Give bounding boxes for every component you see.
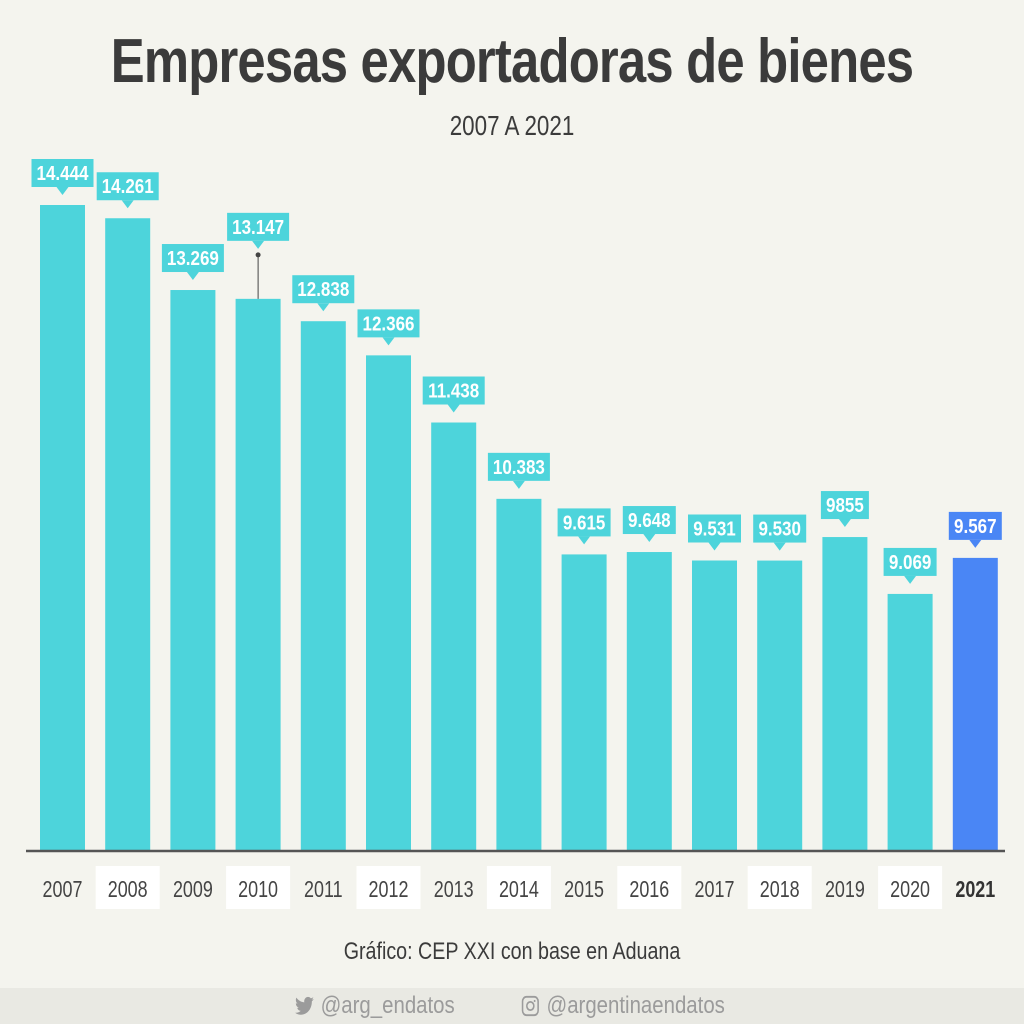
x-tick-2008: 2008 — [108, 877, 148, 903]
x-tick-2014: 2014 — [499, 877, 539, 903]
data-label-text: 12.838 — [297, 278, 349, 301]
x-tick-2015: 2015 — [564, 877, 604, 903]
data-label-text: 9.530 — [758, 517, 801, 540]
data-label-2012: 12.366 — [357, 309, 420, 346]
source-note: Gráfico: CEP XXI con base en Aduana — [343, 938, 681, 965]
bar-2017 — [692, 560, 737, 850]
chart-subtitle: 2007 A 2021 — [449, 110, 575, 141]
instagram-icon — [521, 995, 539, 1017]
data-label-text: 10.383 — [493, 456, 545, 479]
data-label-2020: 9.069 — [883, 547, 937, 584]
data-label-text: 9.648 — [628, 509, 671, 532]
data-label-2014: 10.383 — [487, 452, 550, 489]
data-label-2007: 14.444 — [31, 159, 94, 195]
data-label-2019: 9855 — [820, 491, 869, 528]
x-tick-2018: 2018 — [760, 877, 800, 903]
twitter-handle-text: @arg_endatos — [320, 992, 455, 1019]
social-footer: @arg_endatos @argentinaendatos — [0, 988, 1024, 1024]
data-label-text: 9855 — [826, 494, 864, 517]
data-label-text: 9.531 — [693, 517, 736, 540]
bar-2015 — [561, 554, 607, 850]
twitter-handle[interactable]: @arg_endatos — [295, 992, 455, 1020]
data-label-text: 11.438 — [428, 379, 479, 402]
tick-label-bg — [486, 866, 551, 909]
leader-dot — [255, 252, 261, 258]
tick-label-bg — [356, 866, 421, 909]
data-label-text: 9.069 — [889, 551, 932, 574]
tick-label-bg — [226, 866, 291, 909]
data-label-2018: 9.530 — [753, 514, 807, 551]
x-tick-2019: 2019 — [825, 877, 865, 903]
data-label-2016: 9.648 — [622, 506, 676, 543]
bar-2012 — [366, 355, 411, 850]
x-tick-2021: 2021 — [955, 877, 995, 903]
data-label-text: 13.147 — [232, 216, 284, 239]
tick-label-bg — [878, 866, 943, 909]
data-label-text: 12.366 — [363, 312, 415, 335]
data-label-2013: 11.438 — [422, 376, 485, 413]
bar-2019 — [822, 537, 868, 850]
data-label-2011: 12.838 — [292, 275, 355, 312]
data-label-2009: 13.269 — [161, 244, 224, 281]
data-label-text: 14.444 — [37, 162, 90, 185]
twitter-bird-icon — [295, 996, 314, 1015]
x-tick-2017: 2017 — [695, 877, 735, 903]
bar-2018 — [757, 560, 803, 850]
x-tick-2007: 2007 — [43, 877, 83, 903]
tick-label-bg — [747, 866, 812, 909]
bar-2007 — [40, 205, 85, 850]
bar-2013 — [431, 422, 477, 850]
x-tick-2012: 2012 — [369, 877, 409, 903]
data-label-text: 13.269 — [167, 247, 219, 270]
chart-title: Empresas exportadoras de bienes — [110, 27, 914, 96]
instagram-handle-text: @argentinaendatos — [546, 992, 725, 1019]
data-label-text: 14.261 — [102, 175, 154, 198]
x-tick-2011: 2011 — [304, 877, 343, 903]
data-label-2008: 14.261 — [96, 172, 159, 209]
data-label-2015: 9.615 — [557, 508, 611, 545]
tick-label-bg — [617, 866, 682, 909]
x-tick-2016: 2016 — [629, 877, 669, 903]
data-label-2017: 9.531 — [688, 514, 741, 551]
data-label-2010: 13.147 — [227, 212, 290, 249]
bar-2011 — [300, 321, 346, 850]
x-tick-2009: 2009 — [173, 877, 213, 903]
x-tick-2010: 2010 — [238, 877, 278, 903]
x-tick-2013: 2013 — [434, 877, 474, 903]
bar-2014 — [496, 498, 542, 850]
data-label-2021: 9.567 — [948, 511, 1002, 548]
bar-2009 — [170, 290, 216, 850]
bar-2021 — [952, 557, 998, 850]
bar-2020 — [887, 593, 933, 850]
x-tick-2020: 2020 — [890, 877, 930, 903]
bar-2016 — [626, 552, 672, 850]
bar-2008 — [105, 218, 151, 851]
bar-chart: 14.444 2007 14.261 2008 13.269 2009 13.147 2010… — [26, 159, 1005, 909]
data-label-text: 9.615 — [563, 511, 606, 534]
instagram-handle[interactable]: @argentinaendatos — [521, 992, 725, 1020]
tick-label-bg — [95, 866, 160, 909]
data-label-text: 9.567 — [954, 515, 997, 538]
bar-2010 — [235, 298, 281, 850]
